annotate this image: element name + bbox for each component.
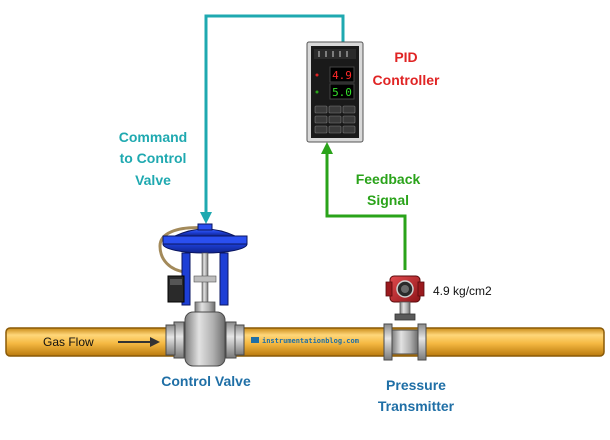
control-valve: [158, 223, 248, 367]
pid-label-line1: PID: [394, 49, 417, 65]
watermark: instrumentationblog.com: [251, 337, 359, 345]
pressure-transmitter-label-line1: Pressure: [386, 377, 446, 393]
command-label-line3: Valve: [135, 172, 171, 188]
pv-display: 4.9: [332, 69, 352, 82]
flow-direction-arrow-icon: [118, 337, 160, 347]
pid-controller-device: 4.9 5.0: [306, 41, 364, 143]
feedback-label-line2: Signal: [367, 192, 409, 208]
command-label-line2: to Control: [120, 150, 187, 166]
feedback-signal-line: [321, 142, 407, 270]
command-signal-line: [200, 14, 345, 224]
controller-keypad: [314, 105, 356, 134]
gas-flow-label: Gas Flow: [43, 335, 94, 349]
watermark-text: instrumentationblog.com: [262, 337, 359, 345]
control-valve-label: Control Valve: [161, 373, 251, 389]
pid-label-line2: Controller: [373, 72, 440, 88]
gas-pipe: [5, 327, 605, 357]
pressure-reading: 4.9 kg/cm2: [433, 284, 492, 298]
pressure-transmitter: [383, 275, 427, 361]
sp-display: 5.0: [332, 86, 352, 99]
pressure-transmitter-label-line2: Transmitter: [378, 398, 455, 414]
command-label-line1: Command: [119, 129, 187, 145]
feedback-label-line1: Feedback: [356, 171, 421, 187]
